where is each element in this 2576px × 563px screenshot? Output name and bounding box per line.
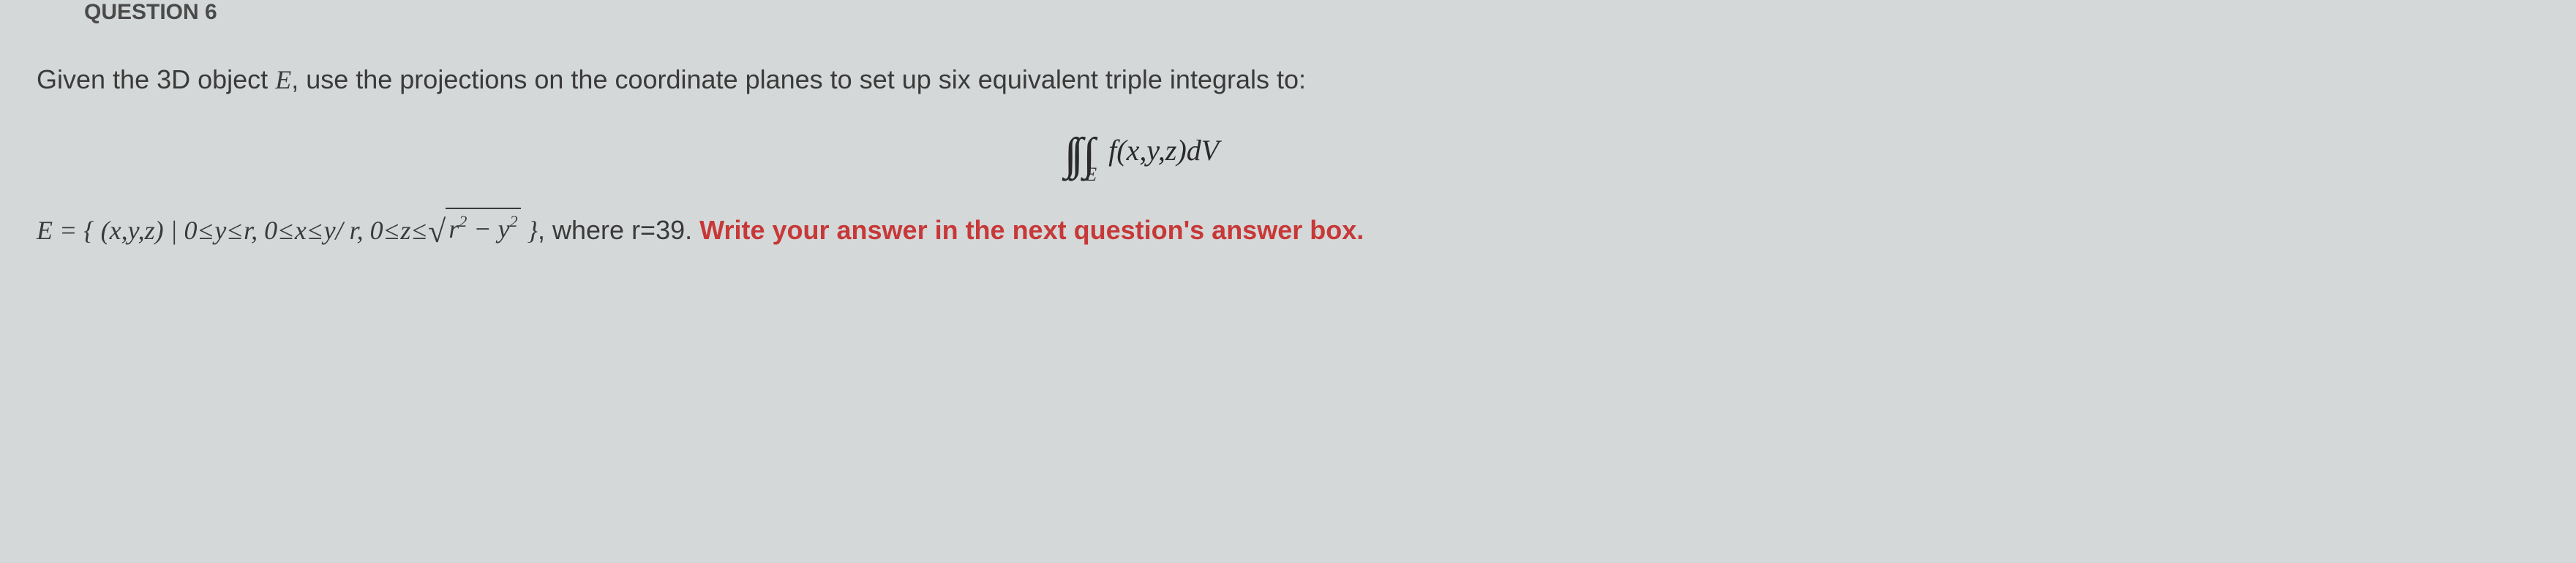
cond1-b: y — [214, 216, 226, 245]
where-text: , where r=39. — [538, 215, 699, 245]
sqrt-minus: − — [467, 214, 497, 243]
question-header: QUESTION 6 — [37, 0, 2539, 25]
sep-1: , — [251, 216, 264, 245]
integrand: f(x,y,z)dV — [1108, 134, 1219, 167]
cond2-b: x — [295, 216, 307, 245]
le-3: ≤ — [277, 216, 295, 245]
le-6: ≤ — [410, 216, 428, 245]
question-label: QUESTION 6 — [84, 0, 217, 24]
def-lhs: E = { (x,y,z) | — [37, 216, 184, 245]
sqrt-content: r2 − y2 — [446, 208, 520, 249]
sqrt-sign: √ — [428, 214, 446, 249]
sqrt-r-exp: 2 — [459, 212, 467, 230]
integral-subscript: E — [1085, 164, 1097, 185]
sqrt-y: y — [498, 214, 510, 243]
region-definition: E = { (x,y,z) | 0≤y≤r, 0≤x≤y/ r, 0≤z≤√r2… — [37, 205, 2539, 253]
object-name: E — [275, 65, 291, 94]
cond2-c: y/ r — [324, 216, 357, 245]
sep-2: , — [357, 216, 370, 245]
question-page: QUESTION 6 Given the 3D object E, use th… — [0, 0, 2576, 282]
intro-prefix: Given the 3D object — [37, 64, 275, 94]
sqrt-r: r — [448, 214, 459, 243]
instruction-highlight: Write your answer in the next question's… — [699, 215, 1364, 245]
le-4: ≤ — [307, 216, 324, 245]
def-close: } — [521, 216, 538, 245]
cond3-a: 0 — [370, 216, 383, 245]
sqrt-expression: √r2 − y2 — [428, 205, 520, 253]
le-2: ≤ — [226, 216, 244, 245]
cond3-b: z — [400, 216, 410, 245]
cond2-a: 0 — [264, 216, 277, 245]
cond1-c: r — [244, 216, 251, 245]
question-body: Given the 3D object E, use the projectio… — [37, 61, 2539, 253]
le-5: ≤ — [383, 216, 401, 245]
le-1: ≤ — [198, 216, 215, 245]
sqrt-y-exp: 2 — [510, 212, 518, 230]
intro-suffix: , use the projections on the coordinate … — [291, 64, 1306, 94]
intro-text: Given the 3D object E, use the projectio… — [37, 61, 2539, 98]
triple-integral-formula: ∫∫ ∫E f(x,y,z)dV — [37, 120, 2539, 172]
cond1-a: 0 — [184, 216, 198, 245]
